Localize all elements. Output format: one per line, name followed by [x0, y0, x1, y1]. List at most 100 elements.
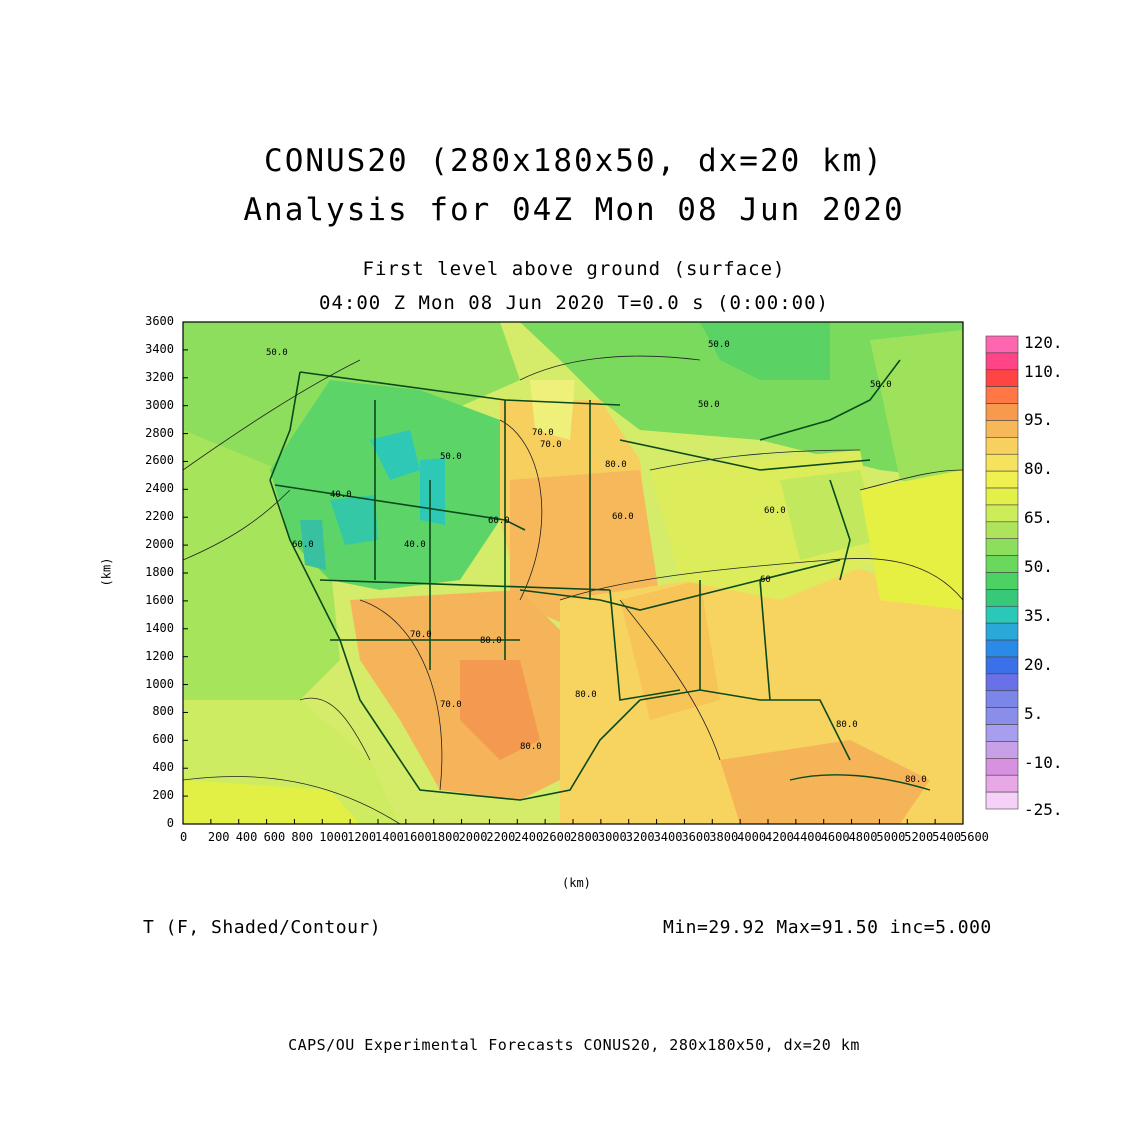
colorbar-cell — [985, 690, 1019, 708]
colorbar-label: 65. — [1024, 508, 1053, 527]
contour-label: 40.0 — [404, 540, 426, 550]
x-tick-label: 4200 — [765, 830, 794, 844]
y-tick-label: 3200 — [145, 369, 174, 384]
y-tick-label: 3600 — [145, 314, 174, 328]
x-tick-label: 5400 — [932, 830, 962, 844]
title-line2: Analysis for 04Z Mon 08 Jun 2020 — [243, 192, 905, 228]
colorbar-cell — [985, 758, 1019, 776]
x-tick-label: 3800 — [709, 830, 739, 844]
temperature-field — [183, 322, 963, 824]
x-tick-label: 1400 — [375, 830, 404, 844]
colorbar-label: -25. — [1024, 800, 1063, 819]
x-tick-label: 3400 — [653, 830, 683, 844]
y-tick-label: 800 — [152, 704, 174, 719]
contour-label: 70.0 — [540, 440, 562, 450]
contour-label: 50.0 — [708, 340, 730, 350]
colorbar-cell — [985, 605, 1019, 624]
y-tick-label: 2600 — [145, 453, 174, 468]
contour-label: 50.0 — [440, 452, 462, 462]
colorbar-label: -10. — [1024, 753, 1063, 772]
x-tick-label: 5200 — [904, 830, 934, 844]
x-tick-label: 1600 — [402, 830, 432, 844]
colorbar-cell — [985, 656, 1019, 675]
colorbar-cell — [985, 403, 1019, 421]
x-tick-label: 1000 — [319, 830, 349, 844]
y-tick-label: 2400 — [145, 481, 174, 496]
colorbar-cell — [985, 622, 1019, 641]
contour-label: 50.0 — [266, 348, 288, 358]
colorbar-cell — [985, 724, 1019, 742]
colorbar-label: 120. — [1024, 333, 1063, 352]
subtitle-line2: 04:00 Z Mon 08 Jun 2020 T=0.0 s (0:00:00… — [319, 292, 829, 314]
colorbar-cell — [985, 386, 1019, 404]
x-axis-unit: (km) — [562, 876, 591, 890]
x-tick-label: 3600 — [681, 830, 711, 844]
contour-label: 80.0 — [836, 720, 858, 730]
y-tick-label: 3000 — [145, 397, 174, 412]
y-tick-label: 0 — [166, 816, 174, 830]
contour-label: 80.0 — [575, 690, 597, 700]
contour-label: 70.0 — [532, 428, 554, 438]
y-tick-label: 2800 — [145, 425, 174, 440]
y-tick-label: 1600 — [145, 592, 174, 607]
title-line1: CONUS20 (280x180x50, dx=20 km) — [264, 143, 884, 179]
axis-ticks — [182, 321, 964, 825]
x-tick-label: 5000 — [876, 830, 906, 844]
colorbar-label: 95. — [1024, 410, 1053, 429]
x-tick-label: 4800 — [848, 830, 878, 844]
y-axis-unit: (km) — [99, 557, 114, 587]
x-tick-label: 2800 — [570, 830, 599, 844]
x-tick-label: 4600 — [820, 830, 850, 844]
contour-label: 70.0 — [410, 630, 432, 640]
x-tick-label: 800 — [291, 830, 314, 844]
colorbar-label: 110. — [1024, 362, 1063, 381]
contour-label: 80.0 — [520, 742, 542, 752]
footer-credit: CAPS/OU Experimental Forecasts CONUS20, … — [288, 1036, 860, 1054]
colorbar-cell — [985, 741, 1019, 759]
colorbar-cell — [985, 521, 1019, 540]
y-tick-label: 2200 — [145, 509, 174, 524]
colorbar-cell — [985, 369, 1019, 387]
x-tick-label: 600 — [263, 830, 286, 844]
x-tick-label: 2400 — [514, 830, 544, 844]
colorbar-cell — [985, 639, 1019, 658]
contour-label: 50.0 — [698, 400, 720, 410]
x-tick-label: 2600 — [542, 830, 572, 844]
y-tick-label: 600 — [152, 732, 174, 747]
colorbar-cell — [985, 791, 1019, 810]
colorbar-cell — [985, 589, 1019, 607]
y-tick-label: 200 — [152, 788, 174, 803]
x-tick-label: 200 — [207, 830, 230, 844]
colorbar-label: 20. — [1024, 655, 1053, 674]
stats-label: Min=29.92 Max=91.50 inc=5.000 — [663, 917, 992, 938]
colorbar-label: 50. — [1024, 557, 1053, 576]
contour-label: 80.0 — [905, 775, 927, 785]
colorbar-cell — [985, 774, 1019, 793]
x-tick-label: 0 — [180, 830, 188, 844]
x-tick-label: 3200 — [625, 830, 655, 844]
colorbar-cell — [985, 555, 1019, 573]
colorbar-cell — [985, 673, 1019, 692]
x-tick-label: 1200 — [347, 830, 377, 844]
contour-label: 60.0 — [764, 506, 786, 516]
colorbar-cell — [985, 420, 1019, 438]
x-tick-label: 400 — [235, 830, 258, 844]
contour-label: 60.0 — [292, 540, 314, 550]
contour-label: 80.0 — [605, 460, 627, 470]
x-tick-label: 2000 — [458, 830, 488, 844]
colorbar-cell — [985, 538, 1019, 556]
colorbar-label: 35. — [1024, 606, 1053, 625]
x-tick-label: 1800 — [430, 830, 460, 844]
colorbar-label: 80. — [1024, 459, 1053, 478]
subtitle-line1: First level above ground (surface) — [362, 258, 786, 280]
y-tick-label: 1000 — [145, 676, 174, 691]
contour-label: 80.0 — [480, 636, 502, 646]
y-tick-label: 2000 — [145, 537, 174, 552]
contour-label: 40.0 — [330, 490, 352, 500]
colorbar-cell — [985, 453, 1019, 472]
colorbar-cell — [985, 504, 1019, 523]
contour-label: 50.0 — [870, 380, 892, 390]
contour-label: 60 — [760, 575, 771, 585]
colorbar-label: 5. — [1024, 704, 1044, 723]
y-tick-label: 3400 — [145, 341, 174, 356]
